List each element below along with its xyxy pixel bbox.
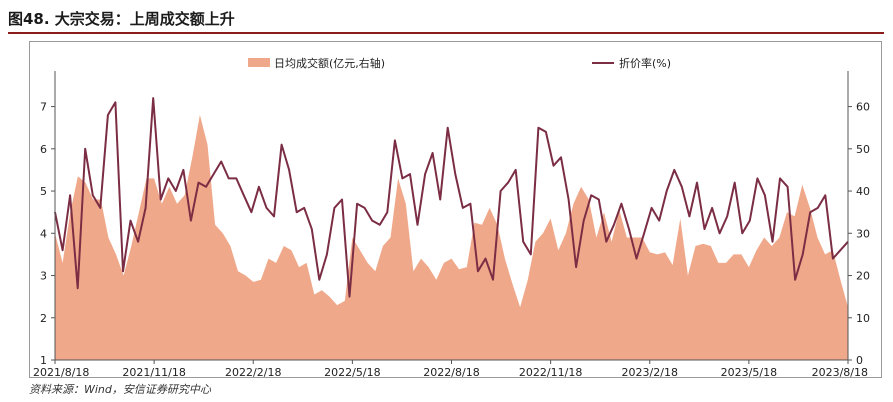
x-tick-label: 2023/8/18 <box>812 366 868 379</box>
y-right-tick-label: 50 <box>856 143 870 156</box>
line-series-path <box>54 97 849 298</box>
y-right-tick-label: 0 <box>856 354 863 367</box>
y-left-tick-label: 1 <box>40 354 47 367</box>
x-tick-label: 2021/11/18 <box>122 366 185 379</box>
area-series-shape <box>55 115 848 360</box>
source-note: 资料来源：Wind，安信证券研究中心 <box>29 383 211 396</box>
chart-frame <box>29 41 882 378</box>
y-left-tick-label: 4 <box>40 227 47 240</box>
y-right-tick-label: 20 <box>856 270 870 283</box>
chart-title: 图48. 大宗交易：上周成交额上升 <box>8 10 235 28</box>
y-left-tick-label: 7 <box>40 101 47 114</box>
legend-swatch-area <box>248 58 270 67</box>
y-left-tick-label: 6 <box>40 143 47 156</box>
legend: 日均成交额(亿元,右轴) 折价率(%) <box>248 56 671 70</box>
title-divider <box>8 32 884 34</box>
y-right-tick-label: 30 <box>856 227 870 240</box>
legend-label-line: 折价率(%) <box>619 56 671 70</box>
axes: 1 2 3 4 5 6 7 0 10 20 30 40 50 60 2021/8/18 2021/11/18 2… <box>33 71 870 379</box>
y-right-tick-label: 10 <box>856 312 870 325</box>
x-tick-label: 2023/2/18 <box>622 366 678 379</box>
x-tick-label: 2023/5/18 <box>721 366 777 379</box>
legend-label-area: 日均成交额(亿元,右轴) <box>274 56 385 70</box>
x-tick-label: 2022/5/18 <box>324 366 380 379</box>
y-left-tick-label: 2 <box>40 312 47 325</box>
y-right-tick-label: 40 <box>856 185 870 198</box>
x-tick-label: 2021/8/18 <box>33 366 89 379</box>
x-tick-label: 2022/11/18 <box>519 366 582 379</box>
y-left-tick-label: 3 <box>40 270 47 283</box>
line-series <box>54 97 849 298</box>
area-series <box>55 115 848 360</box>
x-tick-label: 2022/8/18 <box>423 366 479 379</box>
x-tick-label: 2022/2/18 <box>225 366 281 379</box>
y-right-tick-label: 60 <box>856 101 870 114</box>
y-left-tick-label: 5 <box>40 185 47 198</box>
